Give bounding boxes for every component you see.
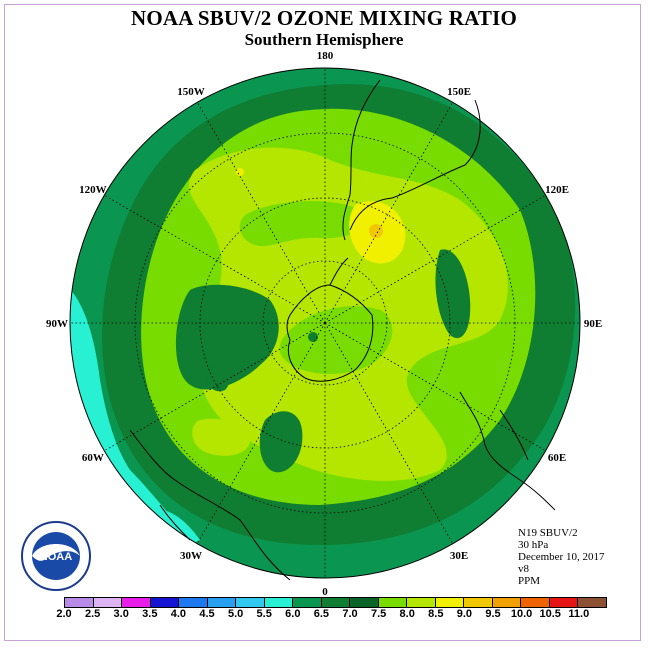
patch-7-0-d bbox=[206, 365, 230, 392]
lon-label-60w: 60W bbox=[82, 452, 104, 464]
info-units: PPM bbox=[518, 575, 541, 587]
colorbar-tick-label: 6.5 bbox=[313, 608, 330, 620]
meridian-120w bbox=[196, 101, 326, 324]
colorbar-tick-label: 5.5 bbox=[256, 608, 272, 620]
meridian-150e bbox=[103, 322, 326, 452]
map-title: NOAA SBUV/2 OZONE MIXING RATIO bbox=[131, 6, 517, 30]
colorbar-swatch bbox=[378, 598, 407, 607]
south-america-east bbox=[349, 99, 481, 231]
colorbar-swatch bbox=[350, 598, 379, 607]
colorbar-tick-label: 4.5 bbox=[199, 608, 215, 620]
colorbar-tick-label: 10.0 bbox=[510, 608, 533, 620]
colorbar-swatch bbox=[207, 598, 236, 607]
south-america-west bbox=[342, 79, 381, 241]
lon-label-150e: 150E bbox=[447, 86, 471, 98]
map-subtitle: Southern Hemisphere bbox=[244, 30, 404, 49]
colorbar-swatch bbox=[549, 598, 578, 607]
colorbar-tick-label: 7.0 bbox=[342, 608, 358, 620]
colorbar-tick-label: 8.0 bbox=[399, 608, 415, 620]
info-block: N19 SBUV/2 30 hPa December 10, 2017 v8 P… bbox=[518, 527, 604, 587]
meridian-120e bbox=[196, 322, 326, 545]
patch-8-0-c bbox=[192, 418, 250, 456]
colorbar-tick-label: 5.0 bbox=[227, 608, 244, 620]
map-boundary bbox=[69, 67, 581, 579]
colorbar-swatch bbox=[435, 598, 464, 607]
australia-coast bbox=[129, 429, 291, 581]
colorbar-tick-label: 3.5 bbox=[142, 608, 158, 620]
lon-label-120e: 120E bbox=[545, 184, 569, 196]
lon-label-120w: 120W bbox=[79, 184, 107, 196]
patch-7-0-c bbox=[435, 249, 471, 339]
lon-label-150w: 150W bbox=[177, 86, 205, 98]
pole-patch bbox=[308, 332, 318, 342]
colorbar-swatch bbox=[492, 598, 521, 607]
coastlines bbox=[129, 79, 556, 581]
patch-7-0-b bbox=[259, 411, 303, 473]
colorbar-swatch bbox=[293, 598, 322, 607]
info-version: v8 bbox=[518, 563, 529, 575]
colorbar-swatch bbox=[93, 598, 122, 607]
colorbar-tick-label: 8.5 bbox=[428, 608, 444, 620]
lon-label-30e: 30E bbox=[450, 550, 468, 562]
colorbar-tick-label: 11.0 bbox=[568, 608, 590, 620]
colorbar-swatch bbox=[150, 598, 179, 607]
colorbar bbox=[64, 597, 608, 608]
colorbar-swatch bbox=[407, 598, 436, 607]
lon-label-60e: 60E bbox=[548, 452, 566, 464]
colorbar-tick-label: 2.5 bbox=[84, 608, 101, 620]
noaa-logo: NOAA bbox=[20, 520, 92, 597]
lon-label-90e: 90E bbox=[584, 318, 602, 330]
colorbar-tick-label: 9.0 bbox=[456, 608, 473, 620]
colorbar-tick-label: 4.0 bbox=[170, 608, 187, 620]
graticule bbox=[70, 68, 580, 578]
lon-label-180: 180 bbox=[317, 50, 334, 62]
colorbar-swatch bbox=[122, 598, 151, 607]
colorbar-tick-label: 2.0 bbox=[56, 608, 72, 620]
colorbar-labels: 2.0 2.5 3.0 3.5 4.0 4.5 5.0 5.5 6.0 6.5 7.0 7.5 8.0 8… bbox=[0, 608, 648, 622]
colorbar-swatch bbox=[179, 598, 208, 607]
lat-circle-80 bbox=[262, 260, 388, 386]
colorbar-swatch bbox=[321, 598, 350, 607]
longitude-labels: 90W 60W 30W 0 30E 60E 90E 120E 150E 180 150W 120W bbox=[46, 50, 602, 598]
patch-7-5-a bbox=[239, 200, 367, 247]
logo-text: NOAA bbox=[40, 551, 72, 563]
info-instrument: N19 SBUV/2 bbox=[518, 527, 578, 539]
meridian-150w bbox=[103, 194, 326, 324]
colorbar-tick-label: 3.0 bbox=[113, 608, 129, 620]
patch-9-0 bbox=[369, 224, 383, 238]
lat-circle-40 bbox=[134, 132, 516, 514]
meridian-30e bbox=[324, 322, 547, 452]
image-frame bbox=[4, 4, 641, 641]
colorbar-tick-label: 9.5 bbox=[485, 608, 501, 620]
africa-coast bbox=[459, 391, 556, 511]
colorbar-swatch bbox=[521, 598, 550, 607]
colorbar-tick-label: 7.5 bbox=[370, 608, 387, 620]
patch-7-0-a bbox=[175, 284, 279, 390]
patch-8-5-b bbox=[236, 168, 244, 176]
meridian-60w bbox=[324, 101, 454, 324]
ozone-field bbox=[70, 68, 580, 578]
antarctic-peninsula bbox=[329, 257, 349, 286]
colorbar-swatch bbox=[464, 598, 493, 607]
colorbar-tick-label: 6.0 bbox=[285, 608, 301, 620]
lon-label-30w: 30W bbox=[180, 550, 202, 562]
colorbar-tick-label: 10.5 bbox=[539, 608, 561, 620]
patch-8-0-b bbox=[322, 388, 379, 426]
meridian-60e bbox=[324, 322, 454, 545]
colorbar-swatch bbox=[578, 598, 607, 607]
colorbar-swatch bbox=[264, 598, 293, 607]
info-date: December 10, 2017 bbox=[518, 551, 605, 563]
lon-label-90w: 90W bbox=[46, 318, 68, 330]
colorbar-swatch bbox=[236, 598, 265, 607]
lon-label-0: 0 bbox=[322, 586, 328, 598]
colorbar-swatch bbox=[65, 598, 94, 607]
madagascar-approx bbox=[499, 409, 529, 461]
info-level: 30 hPa bbox=[518, 539, 549, 551]
meridian-30w bbox=[324, 194, 547, 324]
